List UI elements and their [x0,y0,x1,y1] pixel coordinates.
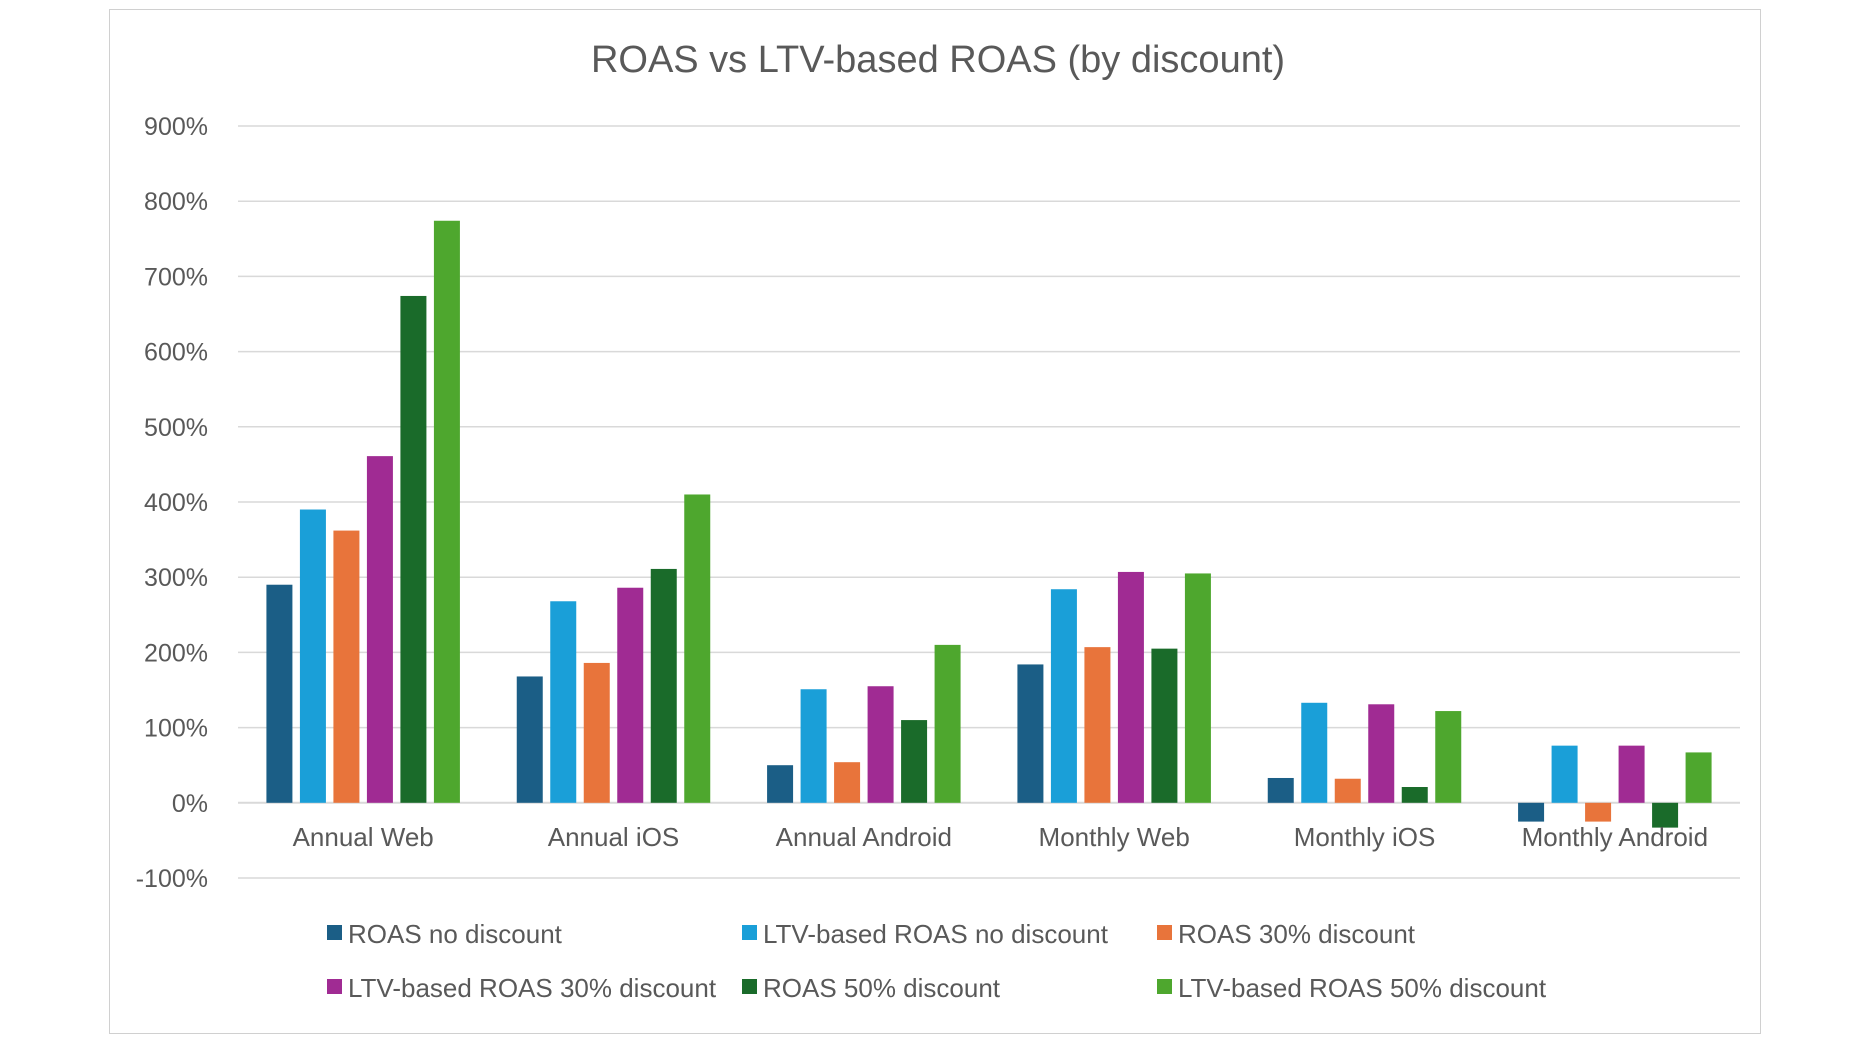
y-tick-label: 300% [144,564,208,592]
bar-annual-web-series-2 [299,509,326,803]
bar-annual-ios-series-2 [550,601,577,803]
y-tick-label: 200% [144,639,208,667]
legend-label: LTV-based ROAS no discount [763,919,1109,949]
gridlines [238,125,1740,879]
y-tick-label: 100% [144,715,208,743]
y-tick-label: 0% [172,790,208,818]
bars [266,220,1712,828]
bar-annual-ios-series-5 [650,568,677,803]
bar-monthly-ios-series-5 [1401,787,1428,803]
bar-annual-ios-series-3 [583,662,610,803]
bar-annual-ios-series-1 [516,676,543,803]
bar-monthly-ios-series-2 [1301,702,1328,803]
bar-annual-ios-series-6 [684,494,711,803]
bar-annual-android-series-6 [934,644,961,803]
chart-title: ROAS vs LTV-based ROAS (by discount) [591,39,1285,81]
bar-annual-web-series-5 [400,295,427,803]
y-tick-label: 400% [144,489,208,517]
bar-annual-android-series-5 [901,720,928,803]
bar-monthly-ios-series-1 [1267,777,1294,803]
bar-annual-web-series-6 [433,220,460,803]
y-tick-label: 800% [144,188,208,216]
bar-monthly-android-series-3 [1585,802,1612,822]
legend-swatch [742,925,757,940]
bar-monthly-android-series-6 [1685,752,1712,803]
bar-annual-web-series-3 [333,530,360,803]
y-tick-label: 900% [144,113,208,141]
y-axis-tick-labels: 900% 800% 700% 600% 500% 400% 300% 200% 100% 0% -1… [136,113,208,893]
y-tick-label: 700% [144,263,208,291]
bar-annual-ios-series-4 [617,587,644,803]
bar-annual-android-series-2 [800,689,827,803]
bar-monthly-ios-series-6 [1435,711,1462,803]
legend-swatch [327,979,342,994]
legend-swatch [742,979,757,994]
legend: ROAS no discount LTV-based ROAS no discou… [327,919,1547,1003]
x-axis-category-labels: Annual Web Annual iOS Annual Android Monthl… [293,822,1708,852]
bar-annual-web-series-1 [266,584,293,803]
legend-label: ROAS 50% discount [763,973,1001,1003]
bar-monthly-web-series-1 [1017,664,1044,803]
legend-label: ROAS 30% discount [1178,919,1416,949]
legend-label: LTV-based ROAS 50% discount [1178,973,1547,1003]
legend-swatch [1157,925,1172,940]
x-category-label: Monthly Android [1522,822,1708,852]
y-tick-label: 500% [144,414,208,442]
x-category-label: Monthly iOS [1294,822,1436,852]
bar-annual-web-series-4 [366,456,393,803]
bar-annual-android-series-4 [867,686,894,803]
bar-monthly-web-series-6 [1184,573,1211,803]
legend-label: LTV-based ROAS 30% discount [348,973,717,1003]
x-category-label: Annual iOS [548,822,680,852]
bar-monthly-android-series-5 [1652,802,1679,828]
bar-annual-android-series-3 [834,762,861,803]
bar-monthly-ios-series-3 [1334,778,1361,803]
x-category-label: Annual Web [293,822,434,852]
y-tick-label: 600% [144,339,208,367]
bar-monthly-android-series-1 [1518,802,1545,822]
bar-monthly-android-series-4 [1618,745,1645,803]
x-category-label: Annual Android [776,822,952,852]
bar-monthly-android-series-2 [1551,745,1578,803]
bar-monthly-web-series-5 [1151,648,1178,803]
bar-monthly-web-series-2 [1050,589,1077,803]
legend-swatch [1157,979,1172,994]
legend-swatch [327,925,342,940]
bar-monthly-web-series-4 [1117,571,1144,803]
bar-monthly-web-series-3 [1084,647,1111,803]
y-tick-label: -100% [136,865,208,893]
legend-label: ROAS no discount [348,919,563,949]
bar-annual-android-series-1 [767,765,794,803]
bar-monthly-ios-series-4 [1368,704,1395,803]
x-category-label: Monthly Web [1039,822,1190,852]
